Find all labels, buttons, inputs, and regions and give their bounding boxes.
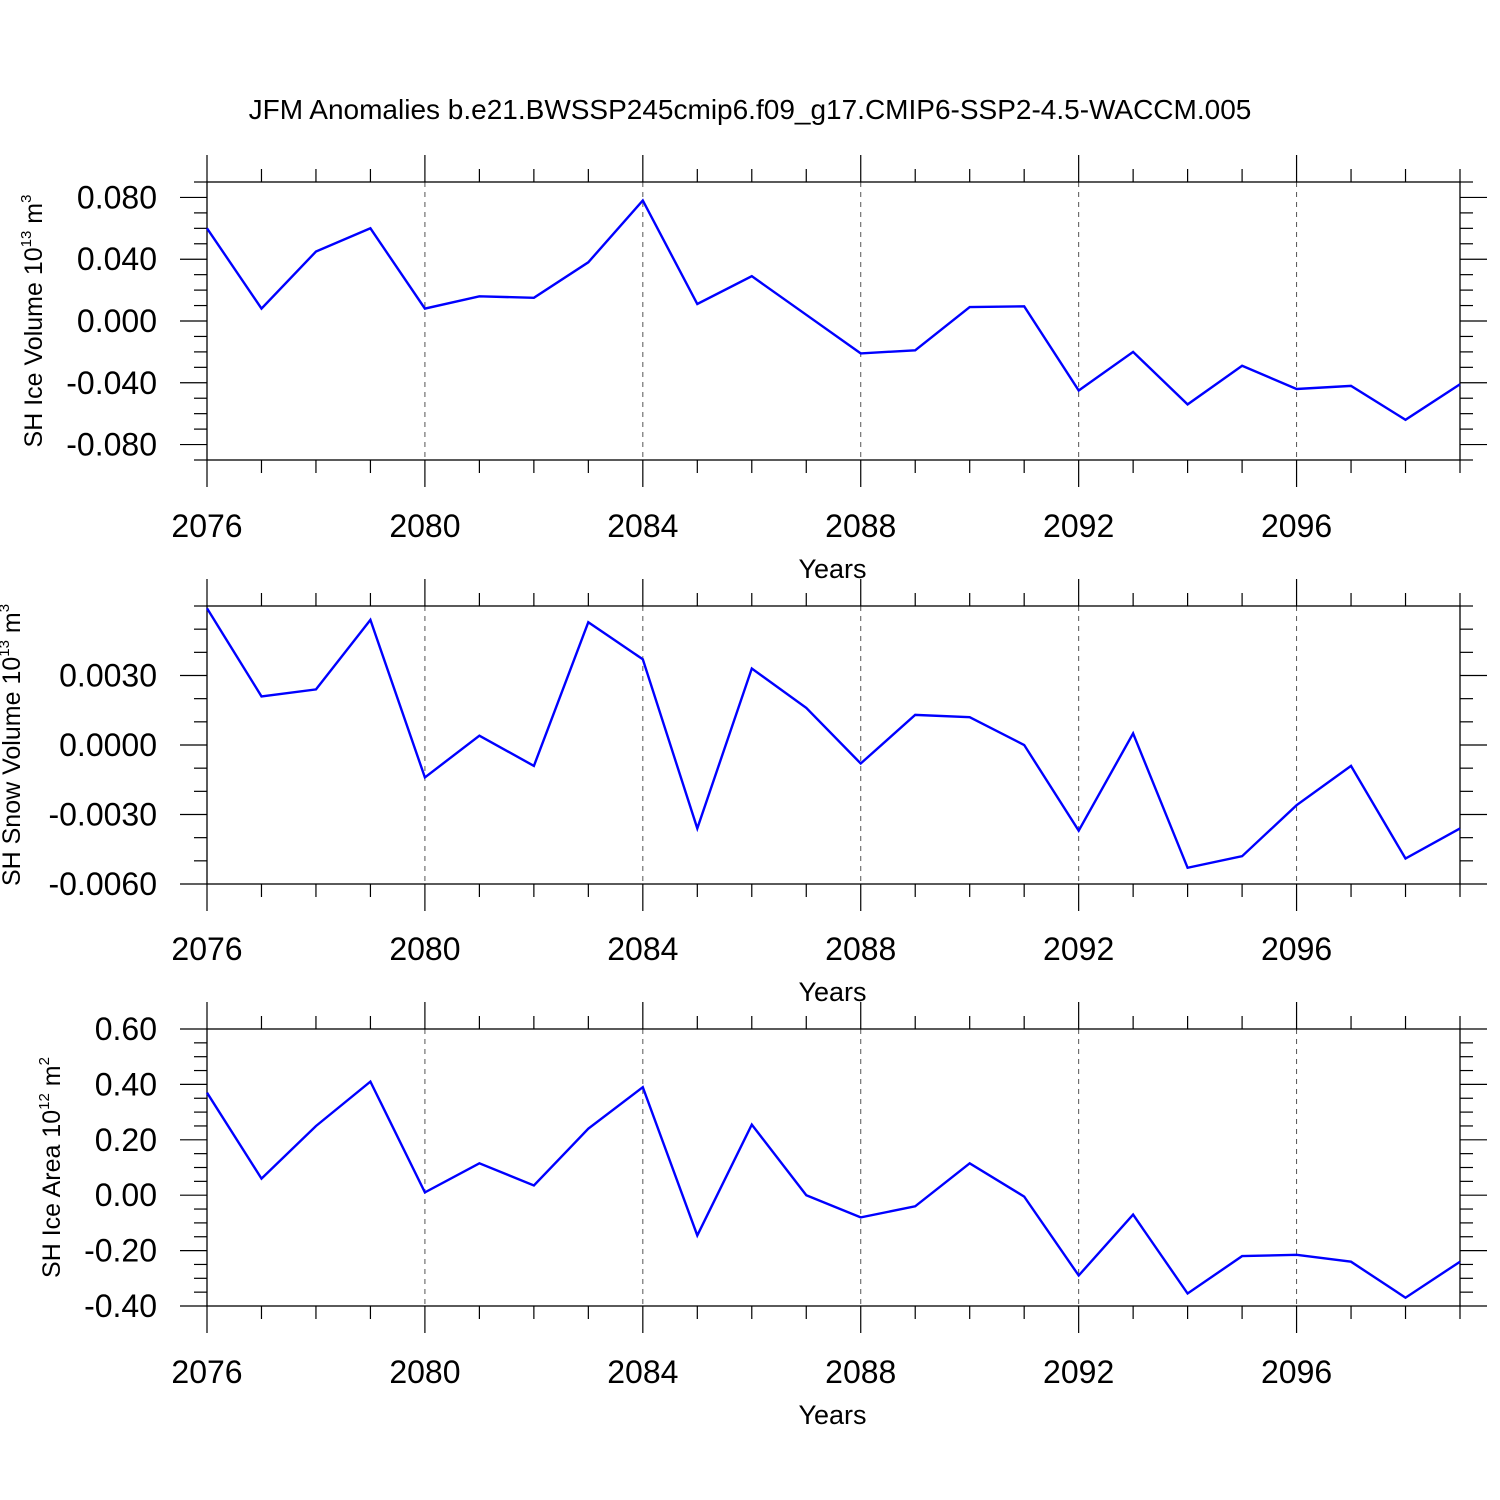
plot-frame <box>206 181 1461 461</box>
x-tick-label: 2076 <box>171 1354 242 1390</box>
x-axis-label: Years <box>798 554 866 584</box>
x-tick-label: 2080 <box>389 931 460 967</box>
y-tick-label: -0.0060 <box>48 866 157 902</box>
y-tick-label: 0.040 <box>77 241 157 277</box>
x-tick-label: 2096 <box>1261 1354 1332 1390</box>
x-tick-label: 2096 <box>1261 931 1332 967</box>
x-tick-label: 2076 <box>171 931 242 967</box>
x-tick-label: 2088 <box>825 1354 896 1390</box>
y-tick-label: -0.080 <box>66 427 157 463</box>
series-line <box>205 1079 1461 1300</box>
y-tick-label: -0.0030 <box>48 797 157 833</box>
figure-title: JFM Anomalies b.e21.BWSSP245cmip6.f09_g1… <box>249 94 1252 125</box>
y-tick-label: -0.20 <box>84 1233 157 1269</box>
y-tick-label: 0.0030 <box>59 658 157 694</box>
plot-frame <box>206 1028 1461 1307</box>
y-tick-label: 0.080 <box>77 179 157 215</box>
x-axis-label: Years <box>798 1400 866 1430</box>
x-tick-label: 2084 <box>607 931 678 967</box>
plot-frame <box>206 605 1461 885</box>
x-tick-label: 2092 <box>1043 508 1114 544</box>
snow-volume-panel: 2076 2080 2084 2088 2092 2096 0.0030 0.0000 -0.0… <box>0 579 1487 1007</box>
y-tick-label: 0.0000 <box>59 727 157 763</box>
x-tick-label: 2084 <box>607 508 678 544</box>
x-tick-label: 2088 <box>825 508 896 544</box>
ice-area-panel: 2076 2080 2084 2088 2092 2096 0.60 0.40 0.20 0.00… <box>36 1002 1487 1430</box>
ice-volume-panel: 2076 2080 2084 2088 2092 2096 0.080 0.040 0.000 -… <box>18 155 1487 584</box>
x-tick-label: 2088 <box>825 931 896 967</box>
x-tick-label: 2084 <box>607 1354 678 1390</box>
y-tick-label: 0.40 <box>95 1066 157 1102</box>
x-axis-label: Years <box>798 977 866 1007</box>
y-tick-label: 0.60 <box>95 1011 157 1047</box>
x-tick-label: 2080 <box>389 1354 460 1390</box>
series-line <box>205 607 1461 870</box>
x-tick-label: 2076 <box>171 508 242 544</box>
y-tick-label: -0.40 <box>84 1288 157 1324</box>
series-line <box>206 198 1461 422</box>
y-axis-label: SH Snow Volume 1013 m3 <box>0 604 26 886</box>
x-tick-label: 2096 <box>1261 508 1332 544</box>
y-tick-label: 0.000 <box>77 303 157 339</box>
y-axis-label: SH Ice Area 1012 m2 <box>36 1057 66 1278</box>
x-tick-label: 2092 <box>1043 1354 1114 1390</box>
y-tick-label: 0.20 <box>95 1122 157 1158</box>
y-tick-label: 0.00 <box>95 1177 157 1213</box>
x-tick-label: 2092 <box>1043 931 1114 967</box>
x-tick-label: 2080 <box>389 508 460 544</box>
y-tick-label: -0.040 <box>66 365 157 401</box>
y-axis-label: SH Ice Volume 1013 m3 <box>18 195 48 448</box>
